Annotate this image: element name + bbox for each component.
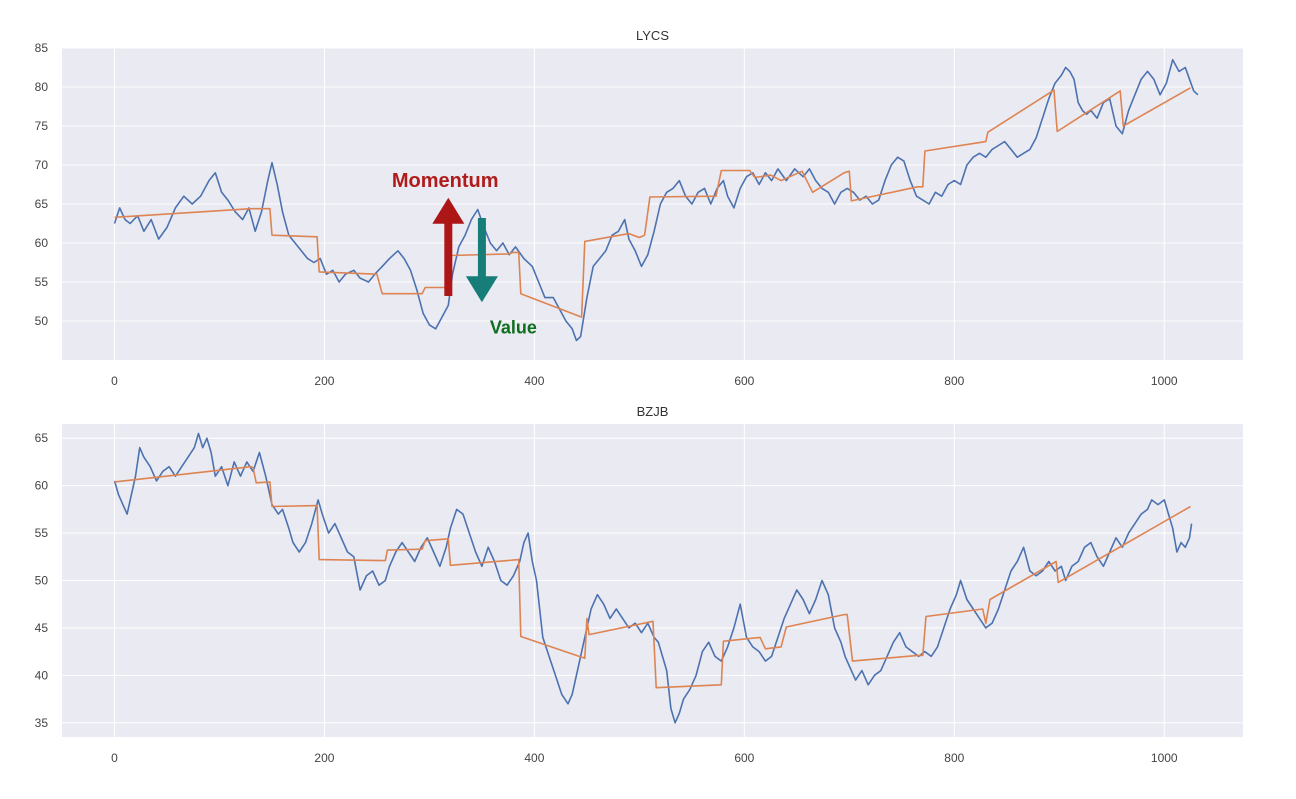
price-series-line: [113, 432, 1193, 724]
up-arrow-icon: [432, 197, 465, 297]
x-tick-label: 600: [734, 374, 754, 388]
y-tick-label: 35: [35, 716, 49, 730]
x-tick-label: 200: [314, 751, 334, 765]
tick-labels: 0 200 400 600 800 1000 50 55 60 65 70 75 80 85: [35, 41, 1178, 388]
momentum-label: Momentum: [392, 170, 499, 192]
y-tick-label: 75: [35, 119, 49, 133]
gridlines: [62, 47, 1243, 360]
x-tick-label: 0: [111, 751, 118, 765]
x-tick-label: 0: [111, 374, 118, 388]
y-tick-label: 55: [35, 526, 49, 540]
value-label: Value: [490, 317, 537, 337]
y-tick-label: 40: [35, 668, 49, 682]
x-tick-label: 1000: [1151, 751, 1178, 765]
x-tick-label: 400: [524, 374, 544, 388]
x-tick-label: 200: [314, 374, 334, 388]
y-tick-label: 60: [35, 236, 49, 250]
series-lines: [113, 58, 1199, 342]
y-tick-label: 50: [35, 574, 49, 588]
down-arrow-icon: [465, 218, 498, 303]
value-annotation: Value: [465, 218, 537, 337]
signal-series-line: [114, 87, 1191, 318]
series-lines: [113, 432, 1193, 724]
chart-panel-bzjb: 0 200 400 600 800 1000 35 40 45 50 55 60 65 BZJB: [35, 404, 1243, 765]
x-tick-label: 1000: [1151, 374, 1178, 388]
y-tick-label: 70: [35, 158, 49, 172]
y-tick-label: 45: [35, 621, 49, 635]
signal-series-line: [114, 465, 1191, 689]
y-tick-label: 80: [35, 80, 49, 94]
price-series-line: [113, 58, 1199, 342]
momentum-annotation: Momentum: [392, 170, 499, 297]
chart-title: LYCS: [636, 28, 669, 43]
y-tick-label: 55: [35, 275, 49, 289]
x-tick-label: 600: [734, 751, 754, 765]
y-tick-label: 65: [35, 431, 49, 445]
y-tick-label: 50: [35, 314, 49, 328]
gridlines: [62, 424, 1243, 737]
y-tick-label: 60: [35, 479, 49, 493]
x-tick-label: 800: [944, 751, 964, 765]
chart-panel-lycs: 0 200 400 600 800 1000 50 55 60 65 70 75 80 85 LYCS: [35, 28, 1243, 388]
chart-title: BZJB: [637, 404, 669, 419]
x-tick-label: 400: [524, 751, 544, 765]
tick-labels: 0 200 400 600 800 1000 35 40 45 50 55 60 65: [35, 431, 1178, 765]
y-tick-label: 65: [35, 197, 49, 211]
y-tick-label: 85: [35, 41, 49, 55]
x-tick-label: 800: [944, 374, 964, 388]
